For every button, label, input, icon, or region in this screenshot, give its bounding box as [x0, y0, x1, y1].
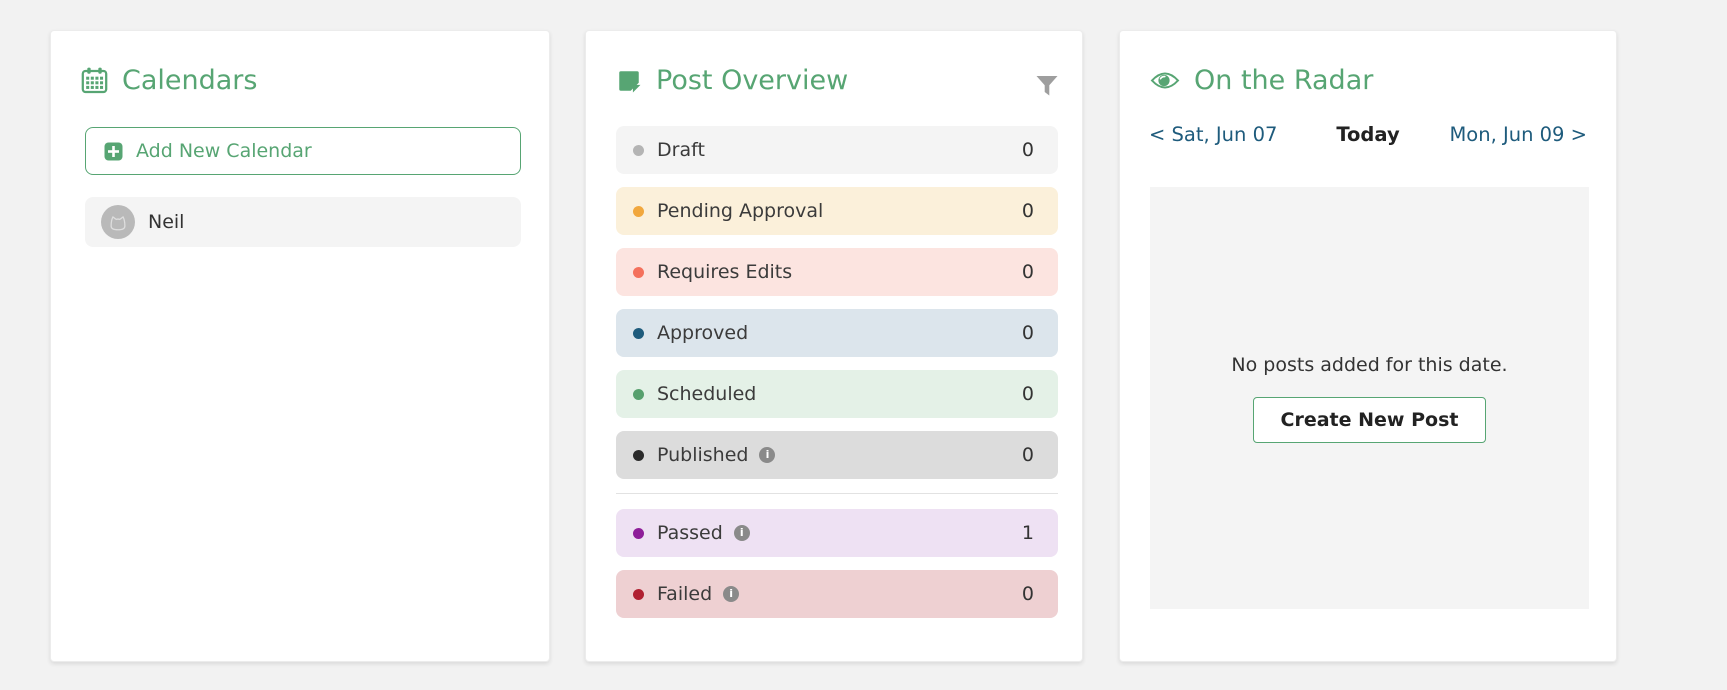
status-dot: [633, 388, 644, 400]
info-icon[interactable]: i: [759, 447, 776, 463]
date-navigation: < Sat, Jun 07 Today Mon, Jun 09 >: [1149, 123, 1587, 146]
status-row-pending-approval[interactable]: Pending Approval 0: [616, 187, 1058, 235]
info-icon[interactable]: i: [733, 525, 750, 541]
on-the-radar-header: On the Radar: [1150, 67, 1373, 94]
status-row-approved[interactable]: Approved 0: [616, 309, 1058, 357]
note-icon: [616, 68, 642, 94]
create-new-post-button[interactable]: Create New Post: [1252, 396, 1487, 443]
calendar-item-name: Neil: [148, 211, 185, 233]
status-label: Pending Approval: [657, 200, 824, 222]
status-dot: [633, 588, 644, 600]
filter-icon: [1035, 75, 1059, 97]
status-dot: [633, 527, 644, 539]
status-row-failed[interactable]: Failed i 0: [616, 570, 1058, 618]
status-row-draft[interactable]: Draft 0: [616, 126, 1058, 174]
calendar-icon: [81, 67, 108, 94]
status-count: 0: [1021, 261, 1034, 283]
status-row-scheduled[interactable]: Scheduled 0: [616, 370, 1058, 418]
status-count: 0: [1021, 444, 1034, 466]
status-row-requires-edits[interactable]: Requires Edits 0: [616, 248, 1058, 296]
radar-empty-state: No posts added for this date. Create New…: [1150, 187, 1589, 609]
status-label: Failed: [657, 583, 713, 605]
add-new-calendar-button[interactable]: Add New Calendar: [85, 127, 521, 175]
plus-icon: [104, 142, 123, 161]
post-overview-title: Post Overview: [656, 65, 849, 96]
calendars-header: Calendars: [81, 67, 257, 94]
calendar-list-item[interactable]: Neil: [85, 197, 521, 247]
status-dot: [633, 144, 644, 156]
status-count: 0: [1021, 139, 1034, 161]
status-label: Scheduled: [657, 383, 757, 405]
post-overview-header: Post Overview: [616, 67, 848, 94]
status-count: 0: [1021, 383, 1034, 405]
status-label: Approved: [657, 322, 749, 344]
status-count: 1: [1021, 522, 1034, 544]
status-dot: [633, 266, 644, 278]
add-new-calendar-label: Add New Calendar: [136, 140, 312, 162]
status-dot: [633, 449, 644, 461]
info-icon[interactable]: i: [723, 586, 740, 602]
status-row-passed[interactable]: Passed i 1: [616, 509, 1058, 557]
on-the-radar-title: On the Radar: [1194, 65, 1374, 96]
today-label: Today: [1336, 123, 1400, 146]
status-count: 0: [1021, 200, 1034, 222]
status-count: 0: [1021, 583, 1034, 605]
calendars-card: Calendars Add New Calendar Neil: [50, 30, 550, 662]
empty-message: No posts added for this date.: [1231, 353, 1508, 376]
post-overview-card: Post Overview Draft 0 Pending Approval 0…: [585, 30, 1083, 662]
filter-button[interactable]: [1032, 71, 1062, 101]
previous-date-link[interactable]: < Sat, Jun 07: [1149, 123, 1278, 146]
status-label: Published: [657, 444, 749, 466]
next-date-link[interactable]: Mon, Jun 09 >: [1449, 123, 1587, 146]
status-group-divider: [616, 493, 1058, 494]
status-count: 0: [1021, 322, 1034, 344]
status-label: Requires Edits: [657, 261, 793, 283]
avatar: [101, 205, 135, 239]
status-dot: [633, 327, 644, 339]
status-label: Passed: [657, 522, 723, 544]
status-dot: [633, 205, 644, 217]
eye-icon: [1150, 70, 1180, 91]
status-row-published[interactable]: Published i 0: [616, 431, 1058, 479]
on-the-radar-card: On the Radar < Sat, Jun 07 Today Mon, Ju…: [1119, 30, 1617, 662]
calendars-title: Calendars: [122, 65, 258, 96]
status-label: Draft: [657, 139, 705, 161]
